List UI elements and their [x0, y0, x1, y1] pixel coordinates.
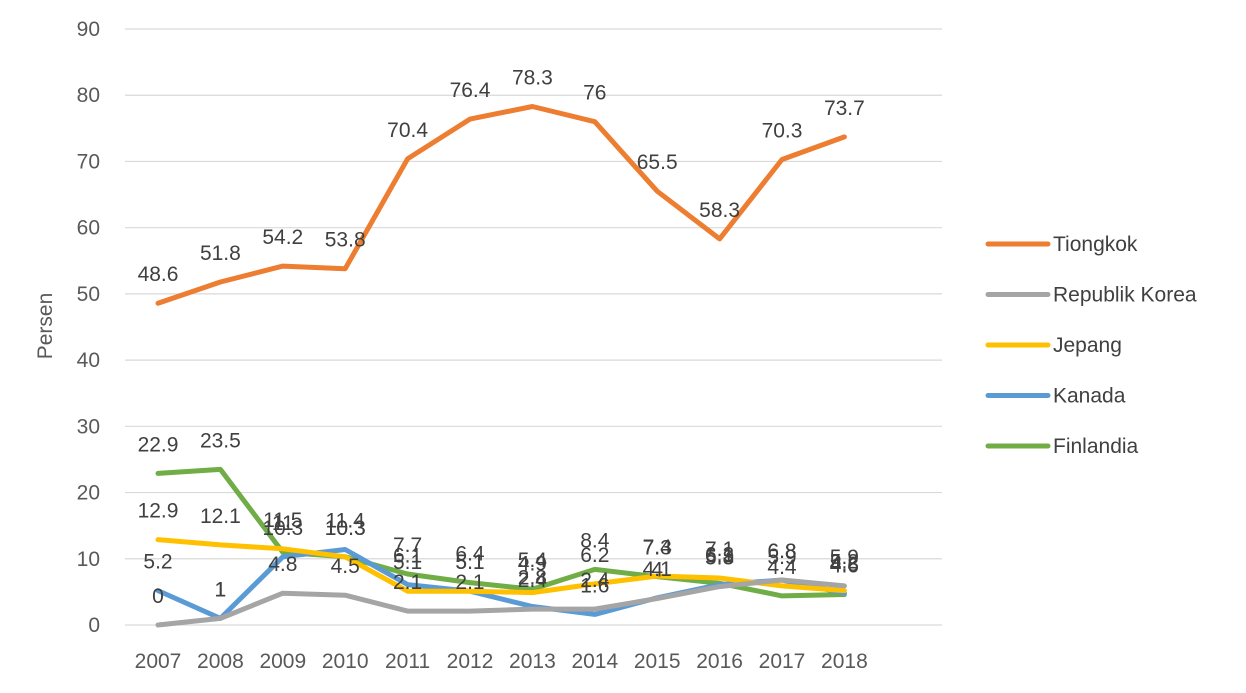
data-label: 4 — [651, 559, 663, 582]
data-label: 11.4 — [326, 510, 366, 533]
data-label: 23.5 — [200, 429, 241, 452]
data-label: 6.1 — [393, 545, 422, 568]
x-tick-label: 2009 — [259, 650, 306, 673]
series-line-jepang — [155, 537, 847, 596]
data-label: 10.3 — [325, 517, 366, 540]
data-label: 1.6 — [580, 574, 609, 597]
y-tick-label: 20 — [77, 482, 100, 505]
data-label: 65.5 — [637, 151, 678, 174]
series-line-republik-korea — [155, 577, 847, 628]
x-tick-label: 2011 — [385, 650, 430, 673]
data-label: 6.4 — [455, 543, 485, 566]
data-label: 2.8 — [518, 566, 547, 589]
data-label: 5.1 — [455, 551, 484, 574]
data-label: 70.3 — [762, 119, 803, 142]
data-label: 54.2 — [262, 226, 303, 249]
data-label: 73.7 — [824, 97, 865, 120]
data-label: 4.6 — [830, 555, 859, 578]
x-tick-label: 2017 — [759, 650, 806, 673]
data-label: 4.8 — [268, 553, 297, 576]
y-tick-label: 80 — [77, 84, 100, 107]
legend-label-kanada: Kanada — [1053, 385, 1126, 408]
data-label: 11 — [272, 512, 294, 535]
data-label: 76.4 — [450, 79, 491, 102]
x-tick-label: 2013 — [509, 650, 556, 673]
data-label: 5.4 — [518, 549, 548, 572]
y-tick-label: 90 — [77, 18, 100, 41]
y-tick-label: 30 — [77, 415, 100, 438]
data-label: 4.4 — [767, 556, 797, 579]
data-label: 5.8 — [705, 547, 734, 570]
data-label: 7.7 — [393, 534, 422, 557]
x-tick-label: 2014 — [571, 650, 618, 673]
y-tick-label: 50 — [77, 283, 100, 306]
data-label: 7.4 — [643, 536, 673, 559]
data-label: 2.4 — [518, 569, 548, 592]
x-tick-label: 2016 — [696, 650, 743, 673]
y-tick-label: 10 — [77, 548, 100, 571]
legend: Tiongkok Republik Korea Jepang Kanada Finlan… — [985, 233, 1197, 458]
x-tick-label: 2012 — [447, 650, 494, 673]
data-label: 5.2 — [830, 551, 859, 574]
data-label: 11.5 — [263, 509, 302, 532]
data-label: 4.5 — [331, 555, 360, 578]
x-tick-label: 2015 — [634, 650, 681, 673]
y-tick-label: 60 — [77, 217, 100, 240]
data-label: 5.1 — [393, 551, 422, 574]
data-label: 6.8 — [767, 540, 796, 563]
data-label: 12.9 — [138, 500, 179, 523]
data-label: 5.9 — [767, 546, 796, 569]
data-label: 4.9 — [518, 553, 547, 576]
data-label: 6.1 — [705, 545, 734, 568]
data-label: 78.3 — [512, 66, 553, 89]
data-label: 8.4 — [580, 529, 610, 552]
x-tick-label: 2008 — [197, 650, 244, 673]
data-label: 2.1 — [393, 571, 422, 594]
data-label: 22.9 — [138, 433, 179, 456]
x-tick-label: 2010 — [322, 650, 369, 673]
data-label: 5.2 — [143, 551, 172, 574]
x-axis-ticks: 2007 2008 2009 2010 2011 2012 2013 2014 2015 2016… — [135, 650, 868, 673]
data-label: 2.1 — [455, 571, 484, 594]
data-label: 6.3 — [705, 543, 734, 566]
data-label: 5.9 — [830, 546, 859, 569]
y-tick-label: 70 — [77, 150, 100, 173]
data-label: 10.3 — [262, 517, 303, 540]
data-label: 4.8 — [830, 553, 859, 576]
data-label: 48.6 — [138, 263, 179, 286]
data-label: 1 — [215, 578, 227, 601]
gridlines — [125, 28, 942, 626]
y-tick-label: 40 — [77, 349, 100, 372]
data-label: 5.1 — [455, 551, 484, 574]
legend-label-tiongkok: Tiongkok — [1053, 233, 1138, 256]
x-tick-label: 2007 — [135, 650, 182, 673]
series-line-tiongkok — [155, 104, 847, 306]
series-lines — [155, 104, 847, 628]
legend-label-republik-korea: Republik Korea — [1053, 284, 1197, 307]
y-tick-label: 0 — [88, 614, 100, 637]
data-label: 70.4 — [387, 119, 428, 142]
data-label: 7.3 — [643, 537, 672, 560]
legend-label-jepang: Jepang — [1053, 334, 1122, 357]
data-label: 10.3 — [325, 517, 366, 540]
data-label: 7.1 — [705, 538, 734, 561]
data-label: 1 — [215, 578, 227, 601]
data-label: 2.4 — [580, 569, 610, 592]
x-tick-label: 2018 — [821, 650, 868, 673]
legend-label-finlandia: Finlandia — [1053, 435, 1139, 458]
data-label: 58.3 — [699, 199, 740, 222]
y-axis-label: Persen — [34, 293, 57, 360]
data-label: 76 — [583, 82, 606, 105]
data-label: 0 — [152, 585, 164, 608]
data-label: 6.2 — [580, 544, 609, 567]
y-axis-ticks: 0 10 20 30 40 50 60 70 80 90 — [77, 18, 100, 637]
data-label: 53.8 — [325, 229, 366, 252]
data-label: 12.1 — [200, 505, 241, 528]
data-label: 6.8 — [767, 540, 796, 563]
data-labels: 48.6 51.8 54.2 53.8 70.4 76.4 78.3 76 65.5 58.3 70… — [138, 66, 865, 608]
data-label: 51.8 — [200, 242, 241, 265]
data-label: 4.1 — [643, 558, 672, 581]
